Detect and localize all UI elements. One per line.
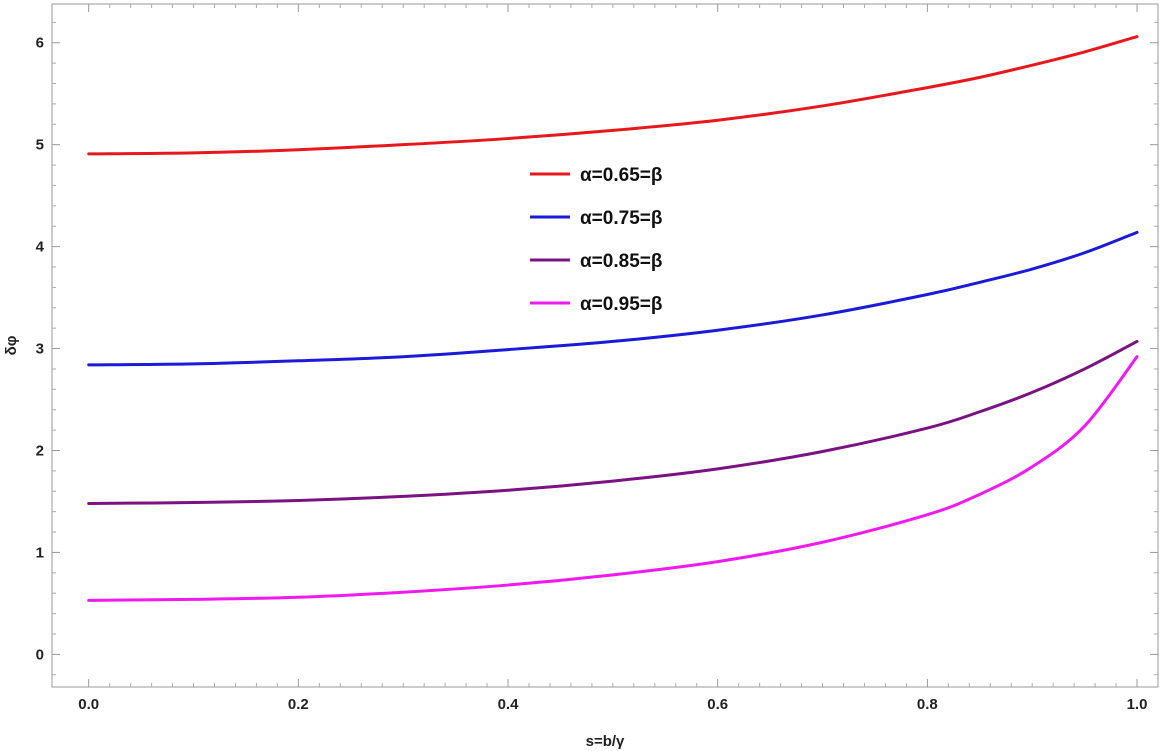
x-tick-label: 0.6 <box>707 696 728 713</box>
y-tick-label: 3 <box>36 341 44 358</box>
x-tick-label: 0.0 <box>78 696 99 713</box>
x-tick-label: 0.4 <box>498 696 520 713</box>
legend-label-3: α=0.85=β <box>580 251 662 272</box>
y-axis: 0 1 2 3 4 5 6 <box>36 21 1158 676</box>
y-tick-label: 5 <box>36 137 44 154</box>
legend-label-1: α=0.65=β <box>580 165 662 186</box>
y-tick-label: 6 <box>36 35 44 52</box>
y-tick-label: 0 <box>36 646 44 663</box>
x-tick-label: 0.8 <box>917 696 938 713</box>
y-tick-label: 4 <box>36 239 45 256</box>
series-group <box>87 35 1139 602</box>
series-line-2 <box>87 230 1139 367</box>
legend-label-4: α=0.95=β <box>580 294 662 315</box>
x-tick-label: 0.2 <box>288 696 309 713</box>
plot-frame <box>51 3 1159 688</box>
legend-label-2: α=0.75=β <box>580 208 662 229</box>
series-line-3 <box>87 339 1139 506</box>
x-tick-label: 1.0 <box>1127 696 1148 713</box>
series-line-4 <box>87 355 1139 602</box>
series-line-1 <box>87 35 1139 156</box>
y-axis-label: δφ <box>3 335 20 355</box>
x-axis-label: s=b/γ <box>586 733 625 750</box>
y-tick-label: 2 <box>36 442 44 459</box>
plot-border <box>51 3 1159 688</box>
x-axis: 0.0 0.2 0.4 0.6 0.8 1.0 <box>78 4 1147 713</box>
y-tick-label: 1 <box>36 544 44 561</box>
legend: α=0.65=β α=0.75=β α=0.85=β α=0.95=β <box>530 165 662 315</box>
